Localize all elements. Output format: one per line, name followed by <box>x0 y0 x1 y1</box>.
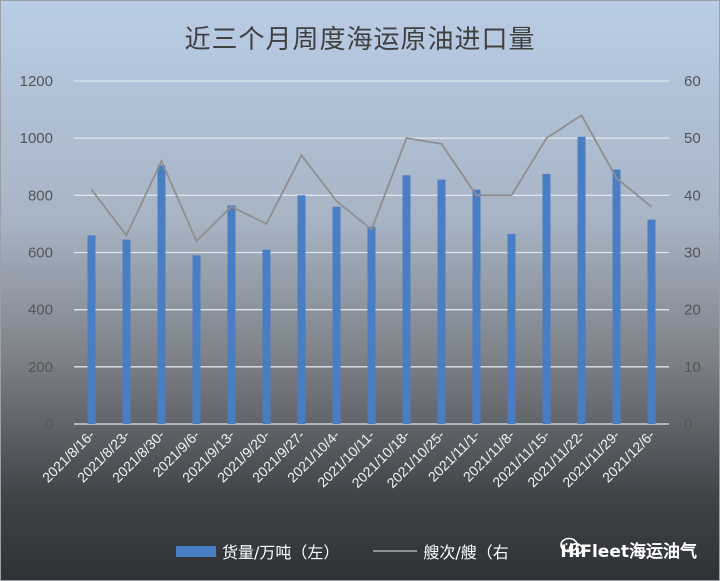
y-left-tick-label: 400 <box>28 302 53 319</box>
y-left-tick-label: 1200 <box>20 73 53 90</box>
bar <box>647 219 656 424</box>
bar <box>472 189 481 424</box>
legend-label-bars: 货量/万吨（左） <box>222 543 340 562</box>
y-left-tick-label: 600 <box>28 245 53 262</box>
y-left-tick-label: 200 <box>28 359 53 376</box>
bar <box>437 179 446 424</box>
y-left-tick-label: 0 <box>45 416 53 433</box>
y-right-tick-label: 50 <box>684 130 701 147</box>
y-right-tick-label: 30 <box>684 245 701 262</box>
legend-label-line: 艘次/艘（右 <box>423 543 509 562</box>
bar <box>612 169 621 424</box>
y-right-tick-label: 10 <box>684 359 701 376</box>
bar <box>402 175 411 424</box>
bar <box>262 249 271 424</box>
bar <box>332 206 341 424</box>
wechat-icon <box>560 537 584 555</box>
y-left-tick-label: 800 <box>28 187 53 204</box>
bar <box>507 233 516 424</box>
legend-line-swatch <box>373 550 418 552</box>
y-right-tick-label: 40 <box>684 187 701 204</box>
bar <box>87 235 96 424</box>
watermark: HiFleet海运油气 <box>560 537 697 562</box>
chart-title: 近三个月周度海运原油进口量 <box>184 25 536 55</box>
bar <box>227 205 236 424</box>
bar <box>192 255 201 424</box>
series-line <box>90 114 653 243</box>
bar <box>367 226 376 424</box>
bar <box>577 136 586 425</box>
y-right-tick-label: 60 <box>684 73 701 90</box>
bar <box>297 195 306 424</box>
y-left-tick-label: 1000 <box>20 130 53 147</box>
bar <box>157 165 166 424</box>
legend: 货量/万吨（左） 艘次/艘（右 <box>176 539 509 563</box>
bar <box>542 173 551 424</box>
legend-bar-swatch <box>176 545 216 557</box>
y-right-tick-label: 20 <box>684 302 701 319</box>
watermark-text: HiFleet海运油气 <box>560 542 697 562</box>
y-right-tick-label: 0 <box>684 416 692 433</box>
bar <box>122 239 131 424</box>
